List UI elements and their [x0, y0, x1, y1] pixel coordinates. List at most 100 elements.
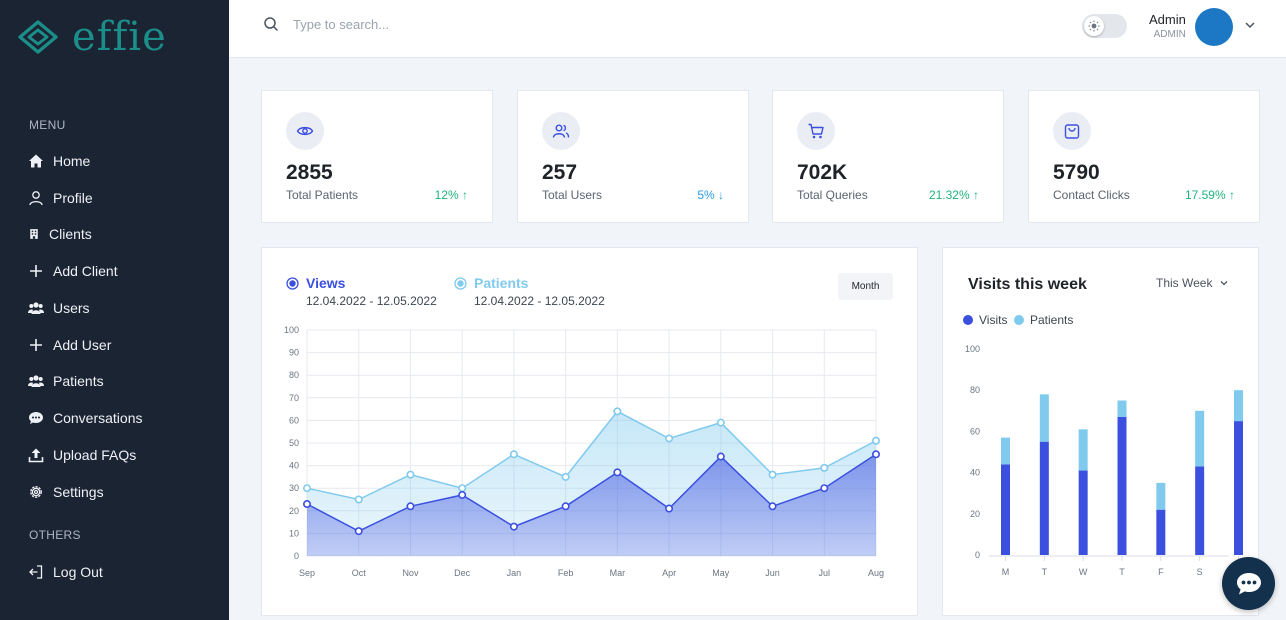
- bag-icon: [1064, 124, 1080, 139]
- brand-logo[interactable]: effie: [18, 14, 167, 60]
- y-tick-label: 10: [289, 528, 299, 538]
- stat-label: Contact Clicks: [1053, 188, 1130, 202]
- toggle-knob: [1084, 16, 1104, 36]
- stat-value: 5790: [1053, 161, 1100, 184]
- month-button[interactable]: Month: [838, 273, 893, 300]
- data-point-patients: [509, 450, 518, 459]
- legend-date-range: 12.04.2022 - 12.05.2022: [306, 294, 437, 308]
- chat-button[interactable]: [1222, 557, 1275, 610]
- chevron-down-icon[interactable]: [1243, 18, 1257, 32]
- x-tick-label: Jan: [507, 568, 522, 578]
- sidebar-item-users[interactable]: Users: [28, 297, 90, 319]
- legend-title: Patients: [474, 275, 529, 291]
- data-point-patients: [458, 484, 467, 493]
- week-select[interactable]: This Week: [1156, 276, 1229, 290]
- legend-views[interactable]: Views 12.04.2022 - 12.05.2022: [286, 275, 437, 308]
- avatar[interactable]: [1195, 8, 1233, 46]
- stat-label: Total Patients: [286, 188, 359, 202]
- chat-bubble-icon: [29, 412, 43, 424]
- stat-change: 5% ↓: [697, 188, 724, 202]
- arrow-down-icon: ↓: [718, 188, 724, 202]
- data-point-patients: [302, 484, 311, 493]
- sidebar-item-add-user[interactable]: Add User: [28, 334, 111, 356]
- stat-icon-wrapper: [1053, 112, 1091, 150]
- x-tick-label: Feb: [558, 568, 574, 578]
- home-icon: [29, 154, 43, 168]
- x-tick-label: S: [1197, 567, 1203, 577]
- x-tick-label: M: [1002, 567, 1010, 577]
- arrow-up-icon: ↑: [1229, 188, 1235, 202]
- stat-change-value: 21.32%: [928, 188, 970, 202]
- sun-icon: [1088, 20, 1100, 32]
- x-tick-label: Nov: [402, 568, 419, 578]
- sidebar-item-label: Add Client: [53, 263, 118, 279]
- series-area-views: [307, 454, 876, 556]
- legend-patients[interactable]: Patients: [1014, 313, 1073, 327]
- sidebar-item-patients[interactable]: Patients: [28, 370, 104, 392]
- legend-dot: [1014, 315, 1024, 325]
- cart-icon: [808, 123, 824, 139]
- y-tick-label: 0: [294, 551, 299, 561]
- search-input[interactable]: [293, 16, 593, 32]
- users-icon: [28, 375, 44, 387]
- building-icon: [30, 229, 38, 239]
- y-tick-label: 20: [289, 506, 299, 516]
- bar-visits: [1117, 416, 1127, 555]
- bar-visits: [1078, 470, 1088, 555]
- legend-patients[interactable]: Patients 12.04.2022 - 12.05.2022: [454, 275, 605, 308]
- x-tick-label: T: [1119, 567, 1125, 577]
- radio-dot-icon: [286, 277, 299, 290]
- gear-icon: [30, 486, 42, 498]
- y-tick-label: 100: [965, 344, 980, 354]
- data-point-patients: [406, 470, 415, 479]
- data-point-views: [613, 468, 622, 477]
- visits-card: Visits this week This Week Visits Patien…: [942, 247, 1259, 616]
- data-point-views: [665, 504, 674, 513]
- sidebar-item-label: Conversations: [53, 410, 143, 426]
- stat-icon-wrapper: [797, 112, 835, 150]
- sidebar-item-label: Home: [53, 153, 91, 169]
- y-tick-label: 40: [289, 461, 299, 471]
- arrow-up-icon: ↑: [462, 188, 468, 202]
- series-line-views: [306, 453, 877, 532]
- sidebar-item-upload-faqs[interactable]: Upload FAQs: [28, 444, 136, 466]
- data-point-patients: [665, 434, 674, 443]
- data-point-patients: [820, 463, 829, 472]
- x-tick-label: Sep: [299, 568, 315, 578]
- sidebar: effie MENU Home Profile Clients Add Clie…: [0, 0, 229, 620]
- bar-patients: [1078, 429, 1088, 471]
- bar-patients: [1156, 482, 1166, 510]
- sidebar-item-label: Profile: [53, 190, 93, 206]
- sidebar-item-label: Clients: [49, 226, 92, 242]
- logout-icon: [29, 565, 43, 579]
- search-icon[interactable]: [263, 16, 279, 32]
- stat-card-total-users: 257 Total Users 5% ↓: [517, 90, 749, 223]
- data-point-views: [716, 452, 725, 461]
- user-role: ADMIN: [1153, 29, 1186, 40]
- legend-label: Visits: [979, 313, 1008, 327]
- y-tick-label: 50: [289, 438, 299, 448]
- stat-value: 257: [542, 161, 578, 184]
- sidebar-item-settings[interactable]: Settings: [28, 481, 104, 503]
- data-point-patients: [354, 495, 363, 504]
- x-tick-label: Jul: [819, 568, 831, 578]
- sidebar-item-profile[interactable]: Profile: [28, 187, 93, 209]
- user-info[interactable]: Admin ADMIN: [1149, 12, 1186, 40]
- sidebar-item-label: Upload FAQs: [53, 447, 137, 463]
- x-tick-label: Apr: [662, 568, 676, 578]
- data-point-views: [406, 502, 415, 511]
- data-point-views: [458, 490, 467, 499]
- chevron-down-icon: [1221, 281, 1228, 286]
- sidebar-item-clients[interactable]: Clients: [28, 223, 92, 245]
- plus-icon: [30, 265, 42, 277]
- sidebar-item-home[interactable]: Home: [28, 150, 90, 172]
- sidebar-item-add-client[interactable]: Add Client: [28, 260, 118, 282]
- data-point-views: [820, 484, 829, 493]
- sidebar-item-logout[interactable]: Log Out: [28, 561, 103, 583]
- legend-visits[interactable]: Visits: [963, 313, 1007, 327]
- sidebar-item-label: Add User: [53, 337, 112, 353]
- stat-change: 17.59% ↑: [1185, 188, 1235, 202]
- theme-toggle[interactable]: [1082, 14, 1127, 38]
- data-point-views: [768, 502, 777, 511]
- sidebar-item-conversations[interactable]: Conversations: [28, 407, 143, 429]
